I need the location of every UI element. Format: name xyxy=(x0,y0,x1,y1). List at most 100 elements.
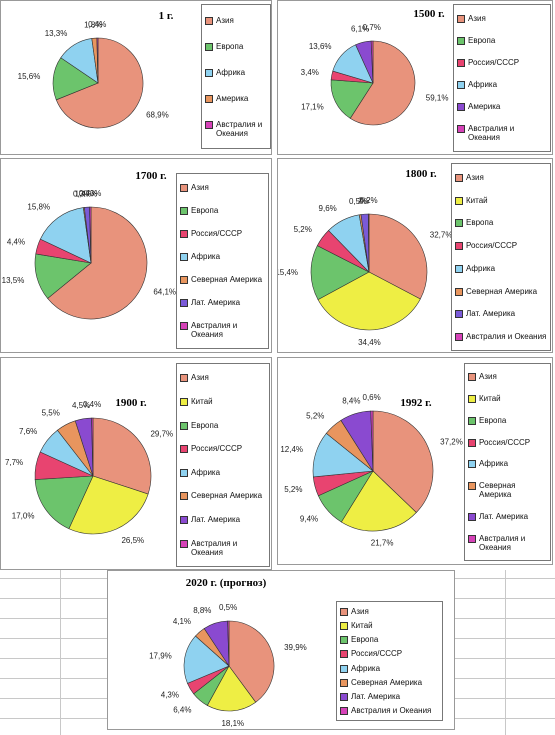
legend-swatch xyxy=(455,264,463,273)
legend-item: Китай xyxy=(340,621,439,630)
legend-swatch xyxy=(180,230,188,238)
value-label: 18,1% xyxy=(221,719,244,728)
value-label: 0,3% xyxy=(73,190,91,199)
legend-label: Африка xyxy=(468,80,498,90)
value-label: 3,4% xyxy=(301,68,319,77)
sheet-grid xyxy=(0,658,107,659)
pie-slice xyxy=(317,271,421,331)
legend-item: Европа xyxy=(468,416,547,425)
value-label: 68,9% xyxy=(146,111,169,120)
legend-swatch xyxy=(468,438,476,447)
sheet-grid xyxy=(0,718,107,719)
legend-item: Европа xyxy=(457,36,547,45)
legend-label: Европа xyxy=(216,41,244,51)
legend-item: Австралия и Океания xyxy=(180,321,265,339)
pie-slice xyxy=(92,417,152,495)
chart-panel: 1700 г. 64,1% 13,5% 4,4% 15,8% 0,3% 1,47% 0,43%… xyxy=(0,158,272,353)
legend-label: Азия xyxy=(468,13,486,23)
value-label: 15,6% xyxy=(18,72,41,81)
chart: 1500 г. 59,1% 17,1% 3,4% 13,6% 6,1%0,7% xyxy=(301,8,449,126)
value-label: 5,2% xyxy=(294,225,312,234)
legend-swatch xyxy=(455,242,463,251)
value-label: 39,9% xyxy=(284,643,307,652)
legend-item: Китай xyxy=(455,196,547,205)
legend-swatch xyxy=(455,310,463,319)
legend-swatch xyxy=(180,374,188,383)
value-label: 1,8% xyxy=(84,20,102,29)
legend-label: Лат. Америка xyxy=(466,309,516,319)
legend-swatch xyxy=(468,482,476,491)
value-label: 64,1% xyxy=(153,288,176,297)
legend-swatch xyxy=(205,42,213,51)
legend-swatch xyxy=(205,94,213,103)
pie-slice xyxy=(96,37,99,84)
legend-item: Азия xyxy=(205,16,267,25)
legend-label: Австралия и Океания xyxy=(216,119,263,138)
legend-swatch xyxy=(340,693,348,702)
legend: Азия Китай Европа Россия/СССР Африка Северная… xyxy=(336,601,443,721)
value-label: 5,2% xyxy=(284,485,302,494)
chart: 2020 г. (прогноз) 39,9% 18,1% 6,4% 4,3% 17,9%… xyxy=(149,577,307,728)
legend-item: Европа xyxy=(180,206,265,215)
value-label: 12,4% xyxy=(280,445,303,454)
pie-slice xyxy=(68,475,149,535)
legend-item: Россия/СССР xyxy=(340,649,439,659)
legend-item: Африка xyxy=(468,459,547,469)
legend-item: Северная Америка xyxy=(468,481,547,499)
legend-swatch xyxy=(340,650,348,659)
legend-swatch xyxy=(340,678,348,687)
legend: Азия Китай Европа Россия/СССР Африка Северная… xyxy=(464,363,551,561)
value-label: 4,4% xyxy=(7,238,25,247)
legend-swatch xyxy=(180,468,188,477)
legend-item: Россия/СССР xyxy=(455,241,547,251)
legend-item: Африка xyxy=(180,468,266,477)
legend-item: Лат. Америка xyxy=(455,309,547,319)
value-label: 59,1% xyxy=(426,94,449,103)
legend-swatch xyxy=(457,125,465,134)
legend-item: Европа xyxy=(340,635,439,645)
legend-swatch xyxy=(457,36,465,45)
pie-slice xyxy=(349,40,416,126)
value-label: 21,7% xyxy=(371,539,394,548)
legend-item: Азия xyxy=(340,607,439,616)
legend-label: Северная Америка xyxy=(479,481,516,500)
legend-item: Россия/СССР xyxy=(180,444,266,454)
legend-label: Лат. Америка xyxy=(191,298,241,307)
legend-swatch xyxy=(180,253,188,261)
sheet-grid xyxy=(0,638,107,639)
legend-item: Лат. Америка xyxy=(340,692,439,702)
legend-label: Россия/СССР xyxy=(351,649,403,659)
legend-item: Африка xyxy=(340,664,439,673)
value-label: 0,5% xyxy=(219,603,237,612)
pie-slice xyxy=(367,213,370,273)
legend-item: Россия/СССР xyxy=(180,229,265,238)
legend-label: Австралия и Океания xyxy=(351,706,432,716)
legend: Азия Европа Россия/СССР Африка Северная Амер… xyxy=(176,173,269,349)
chart-title: 2020 г. (прогноз) xyxy=(186,577,267,589)
legend-label: Америка xyxy=(468,102,501,112)
pie-slice xyxy=(91,417,94,477)
legend-swatch xyxy=(455,173,463,182)
legend-swatch xyxy=(180,397,188,406)
legend-item: Америка xyxy=(457,102,547,112)
sheet-grid xyxy=(0,698,107,699)
legend-swatch xyxy=(468,460,476,469)
legend-label: Китай xyxy=(191,396,213,406)
legend-label: Европа xyxy=(191,206,219,215)
sheet-grid xyxy=(60,570,61,735)
legend-item: Китай xyxy=(468,394,547,404)
legend-label: Северная Америка xyxy=(191,275,263,284)
legend-label: Северная Америка xyxy=(466,286,538,296)
legend-label: Европа xyxy=(479,415,507,425)
chart-panel: 1992 г. 37,2% 21,7% 9,4% 5,2% 12,4% 5,2% 8,4% 0,… xyxy=(277,357,553,565)
chart-panel: 1900 г. 29,7% 26,5% 17,0% 7,7% 7,6% 5,5% 4,5% 0,… xyxy=(0,357,272,570)
legend: Азия Европа Россия/СССР Африка Америка Австра… xyxy=(453,4,551,152)
value-label: 34,4% xyxy=(358,338,381,347)
legend-item: Россия/СССР xyxy=(468,438,547,447)
value-label: 0,5% xyxy=(349,197,367,206)
chart-title: 1800 г. xyxy=(405,168,437,180)
legend-swatch xyxy=(455,219,463,228)
legend-item: Австралия и Океания xyxy=(205,120,267,138)
pie-slice xyxy=(89,206,92,264)
legend-label: Австралия и Океания xyxy=(479,533,526,552)
